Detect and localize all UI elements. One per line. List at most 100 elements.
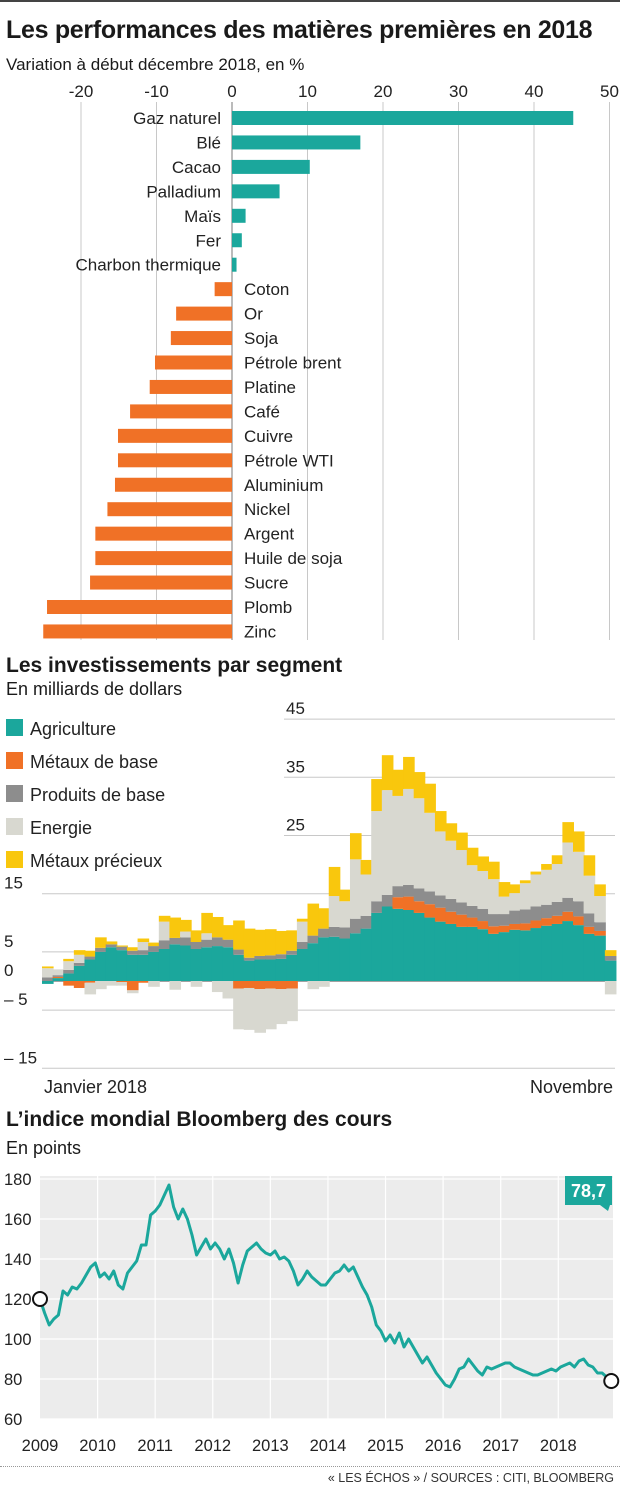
stack-segment-2 bbox=[519, 909, 532, 924]
stack-segment-4 bbox=[477, 856, 490, 872]
stack-segment-1 bbox=[126, 981, 139, 991]
stack-segment-0 bbox=[318, 937, 330, 981]
stack-segment-4 bbox=[498, 882, 511, 897]
stack-segment-0 bbox=[488, 933, 500, 981]
bar-4 bbox=[232, 208, 246, 223]
stack-segment-2 bbox=[243, 957, 256, 961]
category-label: Or bbox=[244, 305, 263, 324]
bar-11 bbox=[149, 379, 232, 394]
stack-segment-4 bbox=[371, 779, 383, 812]
stack-segment-3 bbox=[594, 896, 606, 923]
stack-segment-3 bbox=[371, 811, 383, 902]
bar-19 bbox=[90, 575, 232, 590]
stack-segment-4 bbox=[562, 822, 574, 843]
stack-segment-1 bbox=[573, 916, 585, 926]
x-tick-label: 50 bbox=[600, 82, 619, 101]
y-tick-label: 45 bbox=[286, 699, 305, 718]
category-label: Fer bbox=[196, 231, 222, 250]
y-tick-label: 35 bbox=[286, 757, 305, 776]
stack-segment-4 bbox=[84, 950, 97, 957]
stack-segment-2 bbox=[509, 910, 521, 924]
stack-segment-4 bbox=[296, 918, 309, 922]
stack-segment-2 bbox=[349, 918, 362, 934]
stack-segment-0 bbox=[275, 958, 288, 981]
page-title: Les performances des matières premières … bbox=[6, 16, 593, 44]
stack-segment-0 bbox=[519, 930, 532, 981]
stack-segment-2 bbox=[328, 926, 341, 937]
stack-segment-4 bbox=[42, 966, 54, 969]
start-point-marker bbox=[32, 1291, 48, 1307]
bar-6 bbox=[232, 257, 237, 272]
y-tick-label: 140 bbox=[4, 1251, 32, 1269]
stack-segment-0 bbox=[392, 908, 405, 981]
stack-segment-2 bbox=[541, 904, 553, 919]
stack-segment-2 bbox=[126, 950, 139, 955]
stack-segment-3 bbox=[445, 840, 458, 899]
stack-segment-3 bbox=[286, 988, 298, 1022]
bar-12 bbox=[130, 404, 232, 419]
bar-8 bbox=[176, 306, 232, 321]
category-label: Coton bbox=[244, 280, 289, 299]
stack-segment-3 bbox=[254, 989, 266, 1033]
category-label: Aluminium bbox=[244, 476, 323, 495]
legend-label: Métaux de base bbox=[30, 752, 158, 772]
stack-segment-2 bbox=[222, 939, 235, 948]
stack-segment-0 bbox=[424, 917, 436, 981]
stack-segment-0 bbox=[148, 951, 160, 981]
x-tick-label: 2010 bbox=[79, 1437, 116, 1455]
stack-segment-2 bbox=[339, 927, 351, 939]
stack-segment-2 bbox=[594, 922, 606, 931]
stack-segment-3 bbox=[551, 864, 564, 902]
stack-segment-0 bbox=[349, 933, 362, 981]
bar-21 bbox=[43, 624, 232, 639]
stack-segment-2 bbox=[169, 937, 182, 945]
bar-2 bbox=[232, 159, 310, 174]
stack-segment-0 bbox=[403, 909, 415, 981]
stack-segment-1 bbox=[84, 981, 97, 983]
x-tick-label: 2013 bbox=[252, 1437, 289, 1455]
stack-segment-1 bbox=[424, 904, 436, 918]
stack-segment-3 bbox=[73, 954, 86, 963]
stack-segment-3 bbox=[307, 981, 320, 990]
stack-segment-3 bbox=[466, 865, 479, 906]
stack-segment-3 bbox=[126, 990, 139, 994]
stack-segment-0 bbox=[413, 912, 426, 981]
stack-segment-2 bbox=[148, 946, 160, 952]
x-end-label: Novembre bbox=[530, 1077, 613, 1097]
stack-segment-3 bbox=[222, 981, 235, 999]
stack-segment-0 bbox=[583, 933, 596, 981]
stack-segment-3 bbox=[148, 981, 160, 987]
stack-segment-0 bbox=[265, 959, 277, 981]
stack-segment-3 bbox=[488, 879, 500, 915]
legend-label: Produits de base bbox=[30, 785, 165, 805]
section3-title: L’indice mondial Bloomberg des cours bbox=[6, 1108, 393, 1131]
stack-segment-3 bbox=[201, 933, 213, 940]
category-label: Café bbox=[244, 402, 280, 421]
bar-14 bbox=[117, 453, 232, 468]
stack-segment-0 bbox=[434, 921, 447, 981]
stack-segment-3 bbox=[233, 988, 245, 1030]
x-tick-label: 40 bbox=[525, 82, 544, 101]
stack-segment-3 bbox=[84, 982, 97, 995]
stack-segment-3 bbox=[95, 981, 107, 990]
stack-segment-3 bbox=[265, 988, 277, 1030]
x-tick-label: 2016 bbox=[425, 1437, 462, 1455]
stack-segment-1 bbox=[116, 981, 128, 983]
category-label: Pétrole WTI bbox=[244, 451, 334, 470]
stack-segment-4 bbox=[169, 917, 182, 938]
y-tick-label: 60 bbox=[4, 1411, 22, 1429]
category-label: Cuivre bbox=[244, 427, 293, 446]
category-label: Palladium bbox=[146, 182, 221, 201]
stack-segment-4 bbox=[180, 919, 192, 932]
category-label: Sucre bbox=[244, 574, 288, 593]
stack-segment-3 bbox=[360, 874, 373, 916]
stack-segment-4 bbox=[148, 942, 160, 947]
x-tick-label: -20 bbox=[69, 82, 94, 101]
stack-segment-3 bbox=[105, 981, 118, 986]
stack-segment-0 bbox=[126, 954, 139, 981]
stack-segment-0 bbox=[381, 906, 394, 981]
bar-5 bbox=[232, 233, 242, 248]
stack-segment-1 bbox=[275, 981, 288, 990]
stack-segment-1 bbox=[498, 925, 511, 933]
stack-segment-0 bbox=[180, 945, 192, 981]
